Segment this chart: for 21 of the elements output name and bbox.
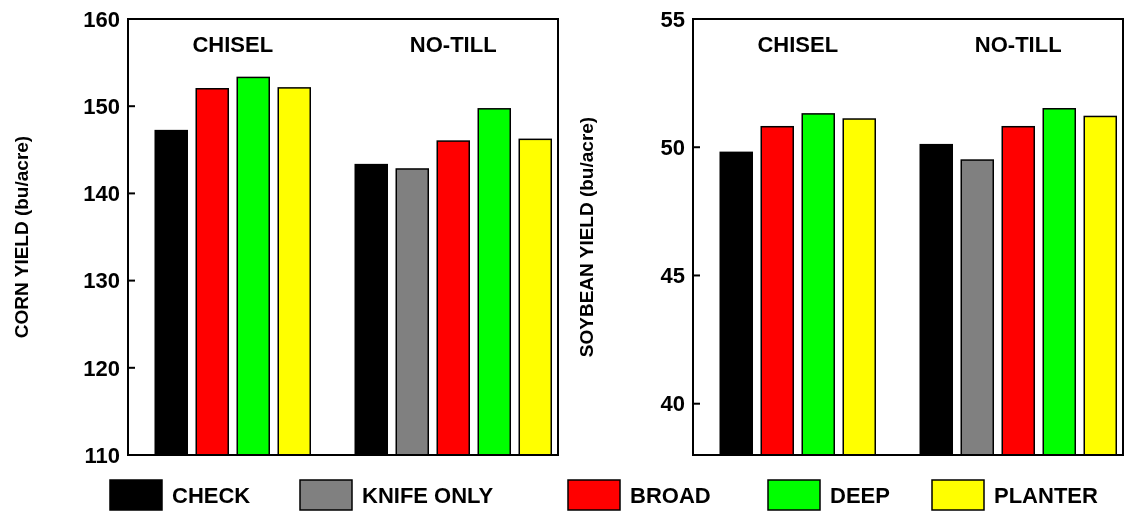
y-tick-label: 140 [83,181,120,207]
y-tick-label: 120 [83,355,120,381]
legend-label: BROAD [630,482,711,508]
y-tick-label: 55 [660,6,685,32]
x-tick-label: NO-TILL [409,32,497,57]
y-tick-label: 160 [83,6,120,32]
y-tick-label: 50 [660,134,685,160]
y-axis-title: SOYBEAN YIELD (bu/acre) [576,116,597,358]
legend-label: KNIFE ONLY [362,482,494,508]
x-tick-label: CHISEL [757,32,839,57]
y-axis-title: CORN YIELD (bu/acre) [11,135,32,339]
y-tick-label: 110 [84,442,120,468]
legend-label: DEEP [830,482,890,508]
legend-label: PLANTER [994,482,1098,508]
y-tick-label: 40 [660,391,685,417]
y-tick-label: 150 [83,93,120,119]
legend-label: CHECK [172,482,251,508]
y-tick-label: 130 [83,268,120,294]
x-tick-label: NO-TILL [974,32,1062,57]
y-tick-label: 45 [660,263,685,289]
x-tick-label: CHISEL [192,32,274,57]
